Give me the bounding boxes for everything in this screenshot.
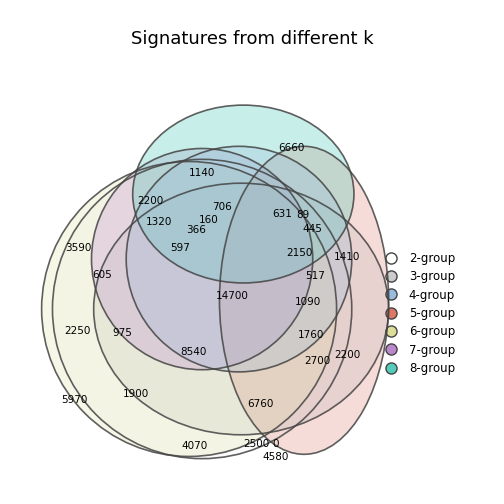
Text: 0: 0 — [273, 439, 279, 450]
Text: 2200: 2200 — [137, 196, 163, 206]
Text: 1090: 1090 — [295, 297, 322, 307]
Text: 445: 445 — [303, 224, 323, 234]
Text: 2500: 2500 — [243, 439, 270, 450]
Ellipse shape — [133, 105, 354, 283]
Text: 2200: 2200 — [334, 350, 360, 359]
Text: 517: 517 — [305, 272, 325, 281]
Text: 4070: 4070 — [181, 442, 208, 452]
Text: 4580: 4580 — [263, 452, 289, 462]
Text: 1410: 1410 — [333, 252, 360, 262]
Ellipse shape — [126, 146, 352, 372]
Text: 160: 160 — [199, 215, 219, 225]
Text: 975: 975 — [112, 328, 132, 338]
Ellipse shape — [42, 161, 337, 457]
Text: 6760: 6760 — [247, 399, 274, 409]
Text: 1320: 1320 — [146, 217, 172, 227]
Text: 706: 706 — [212, 202, 231, 212]
Text: 1140: 1140 — [189, 168, 215, 178]
Text: 597: 597 — [170, 243, 191, 253]
Ellipse shape — [94, 183, 389, 435]
Ellipse shape — [92, 149, 312, 370]
Text: 6660: 6660 — [278, 144, 304, 154]
Text: 3590: 3590 — [66, 243, 92, 253]
Ellipse shape — [52, 159, 352, 459]
Text: 2250: 2250 — [65, 326, 91, 336]
Text: 1900: 1900 — [123, 390, 149, 400]
Legend: 2-group, 3-group, 4-group, 5-group, 6-group, 7-group, 8-group: 2-group, 3-group, 4-group, 5-group, 6-gr… — [380, 252, 455, 375]
Text: 2700: 2700 — [304, 356, 330, 366]
Ellipse shape — [219, 146, 389, 454]
Text: 631: 631 — [273, 209, 292, 219]
Text: 8540: 8540 — [180, 347, 207, 357]
Text: 14700: 14700 — [216, 291, 249, 301]
Text: 1760: 1760 — [297, 330, 324, 340]
Text: 5970: 5970 — [61, 395, 87, 405]
Text: 2150: 2150 — [287, 247, 313, 258]
Text: 89: 89 — [296, 210, 310, 220]
Title: Signatures from different k: Signatures from different k — [131, 30, 373, 48]
Text: 366: 366 — [185, 225, 206, 234]
Text: 605: 605 — [92, 270, 112, 280]
